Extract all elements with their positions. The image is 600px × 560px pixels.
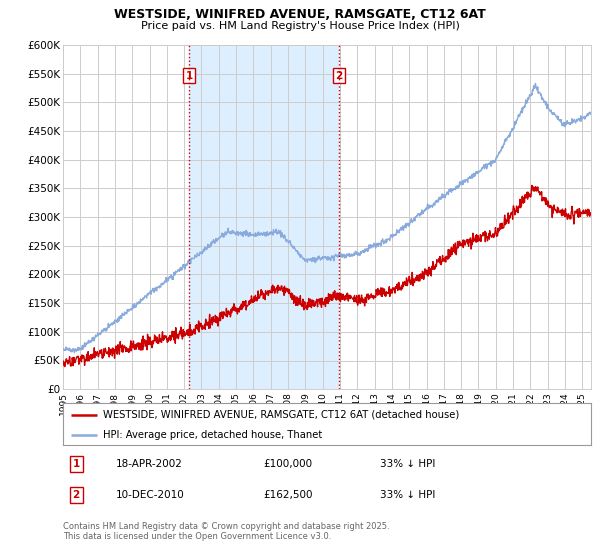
Text: 33% ↓ HPI: 33% ↓ HPI [380, 459, 435, 469]
Text: WESTSIDE, WINIFRED AVENUE, RAMSGATE, CT12 6AT (detached house): WESTSIDE, WINIFRED AVENUE, RAMSGATE, CT1… [103, 409, 459, 419]
Text: Price paid vs. HM Land Registry's House Price Index (HPI): Price paid vs. HM Land Registry's House … [140, 21, 460, 31]
Text: £100,000: £100,000 [263, 459, 313, 469]
Text: 2: 2 [73, 490, 80, 500]
Text: 10-DEC-2010: 10-DEC-2010 [116, 490, 185, 500]
Text: 1: 1 [185, 71, 193, 81]
Text: HPI: Average price, detached house, Thanet: HPI: Average price, detached house, Than… [103, 430, 322, 440]
Text: £162,500: £162,500 [263, 490, 313, 500]
Text: 2: 2 [335, 71, 343, 81]
Text: WESTSIDE, WINIFRED AVENUE, RAMSGATE, CT12 6AT: WESTSIDE, WINIFRED AVENUE, RAMSGATE, CT1… [114, 8, 486, 21]
Text: 1: 1 [73, 459, 80, 469]
Bar [189, 45, 339, 389]
Text: 33% ↓ HPI: 33% ↓ HPI [380, 490, 435, 500]
Text: Contains HM Land Registry data © Crown copyright and database right 2025.
This d: Contains HM Land Registry data © Crown c… [63, 522, 389, 542]
Text: 18-APR-2002: 18-APR-2002 [116, 459, 182, 469]
